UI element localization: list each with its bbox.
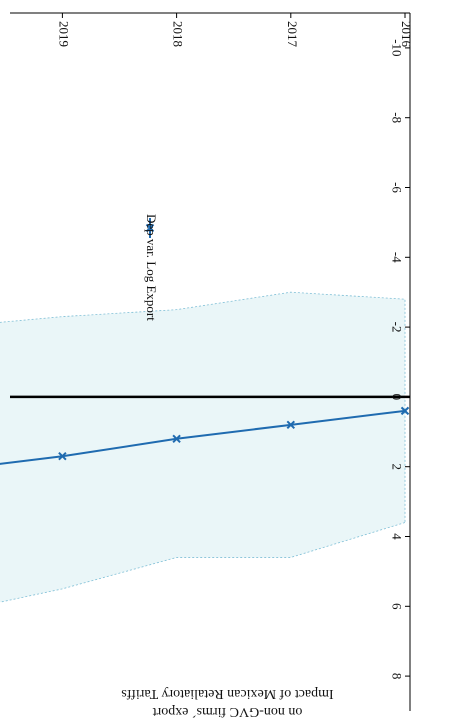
series-markers: [58, 406, 410, 461]
data-point-2019: [58, 452, 67, 461]
x-tick-label-2017: 2017: [285, 21, 300, 48]
y-tick-label--8: -8: [389, 112, 404, 123]
y-tick-label-4: 4: [389, 533, 404, 540]
data-point-2017: [286, 420, 296, 430]
x-ticks: 201620172018201920202021: [56, 13, 414, 48]
series-line: [0, 409, 406, 465]
x-tick-label-2018: 2018: [171, 21, 186, 47]
y-axis-title: Impact of Mexican Retaliatory Tariffs on…: [121, 686, 333, 719]
x-tick-label-2016: 2016: [399, 21, 414, 48]
y-tick-label--10: -10: [389, 39, 404, 56]
data-point-2016: [400, 406, 410, 416]
legend: Dep var. Log Export: [144, 214, 159, 321]
y-axis-title-line-2: on non-GVC firms´ export: [153, 704, 303, 719]
data-point-2018: [172, 434, 181, 443]
y-tick-label-2: 2: [389, 463, 404, 470]
plot-area: 201620172018201920202021 86420-2-4-6-8-1…: [0, 12, 414, 711]
y-tick-label-6: 6: [389, 603, 404, 610]
y-tick-label-0: 0: [389, 394, 404, 401]
y-tick-label--6: -6: [389, 182, 404, 193]
y-ticks: 8 6 4 2 0 -2 -4 -6 -8 -10: [389, 39, 410, 679]
y-tick-label--4: -4: [389, 252, 404, 263]
y-tick-label--2: -2: [389, 322, 404, 333]
y-tick-label-8: 8: [389, 673, 404, 680]
legend-label: Dep var. Log Export: [144, 214, 159, 321]
y-axis-title-line-1: Impact of Mexican Retaliatory Tariffs: [121, 686, 333, 701]
x-tick-label-2019: 2019: [56, 21, 71, 47]
legend-marker-icon: [145, 223, 155, 233]
confidence-band: [0, 291, 406, 603]
